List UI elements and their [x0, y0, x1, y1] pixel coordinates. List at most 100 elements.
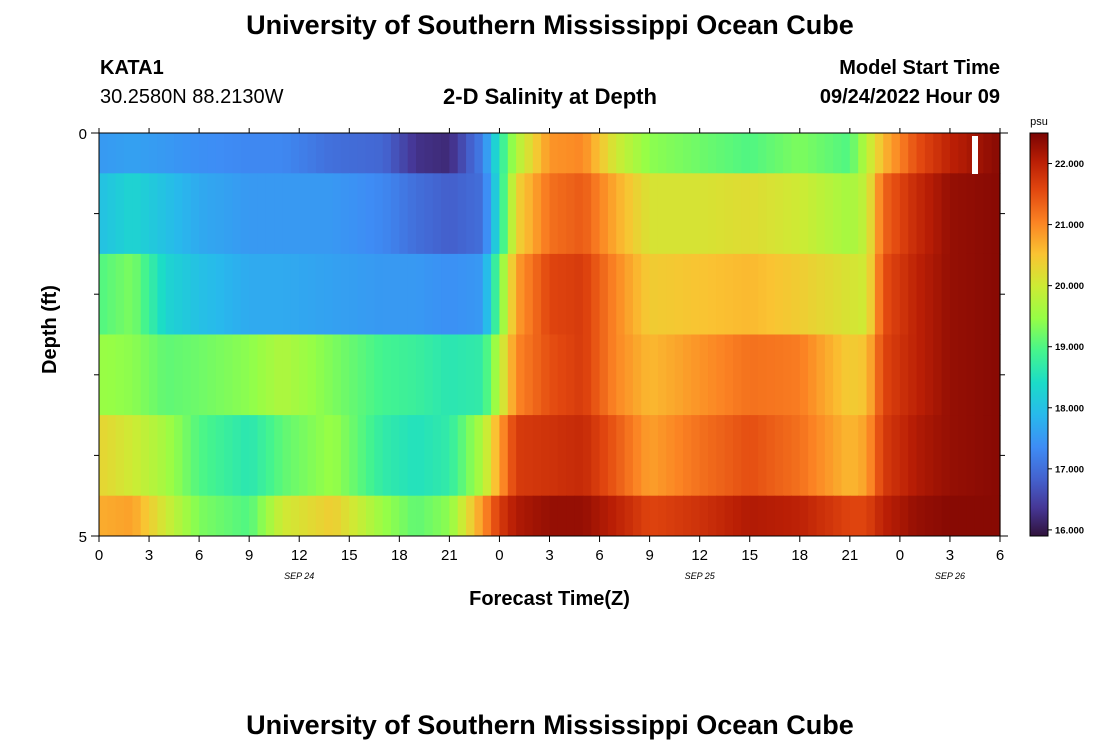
heatmap-cell	[566, 253, 576, 335]
heatmap-cell	[424, 133, 434, 174]
heatmap-cell	[849, 173, 859, 255]
heatmap-cell	[924, 334, 934, 416]
heatmap-cell	[916, 173, 926, 255]
heatmap-cell	[499, 133, 509, 174]
heatmap-cell	[491, 495, 501, 537]
heatmap-cell	[983, 334, 993, 416]
heatmap-cell	[457, 334, 467, 416]
heatmap-cell	[149, 334, 158, 416]
heatmap-cell	[182, 415, 192, 497]
heatmap-cell	[891, 495, 901, 537]
heatmap-cell	[774, 334, 784, 416]
heatmap-cell	[566, 495, 576, 537]
x-tick-label: 12	[291, 547, 308, 564]
heatmap-cell	[365, 253, 375, 335]
heatmap-cell	[657, 334, 667, 416]
heatmap-cell	[282, 173, 292, 255]
heatmap-cell	[607, 173, 617, 255]
heatmap-cell	[349, 133, 359, 174]
heatmap-cell	[691, 253, 701, 335]
heatmap-cell	[282, 133, 292, 174]
heatmap-cell	[99, 334, 108, 416]
heatmap-cell	[966, 415, 976, 497]
heatmap-cell	[749, 334, 759, 416]
heatmap-cell	[274, 495, 284, 537]
heatmap-cell	[699, 495, 709, 537]
heatmap-cell	[441, 253, 450, 335]
heatmap-cell	[532, 173, 542, 255]
heatmap-cell	[416, 133, 425, 174]
heatmap-cell	[232, 415, 242, 497]
heatmap-cell	[899, 173, 909, 255]
heatmap-cell	[699, 173, 709, 255]
heatmap-cell	[349, 334, 359, 416]
colorbar-tick-label: 19.000	[1055, 342, 1084, 353]
heatmap-cell	[165, 334, 175, 416]
heatmap-cell	[666, 334, 676, 416]
heatmap-cell	[883, 133, 893, 174]
heatmap-cell	[591, 133, 601, 174]
heatmap-cell	[190, 133, 200, 174]
heatmap-cell	[449, 495, 459, 537]
heatmap-cell	[799, 133, 809, 174]
heatmap-cell	[374, 495, 384, 537]
heatmap-cell	[157, 495, 167, 537]
heatmap-cell	[441, 173, 450, 255]
heatmap-cell	[691, 334, 701, 416]
heatmap-cell	[833, 495, 843, 537]
heatmap-cell	[941, 495, 951, 537]
heatmap-cell	[866, 253, 876, 335]
heatmap-cell	[841, 415, 851, 497]
heatmap-cell	[340, 495, 350, 537]
heatmap-cell	[549, 173, 559, 255]
heatmap-cell	[849, 334, 859, 416]
heatmap-cell	[240, 133, 250, 174]
heatmap-cell	[507, 334, 517, 416]
heatmap-cell	[290, 415, 300, 497]
heatmap-cell	[390, 415, 400, 497]
heatmap-cell	[849, 253, 859, 335]
heatmap-cell	[791, 173, 801, 255]
heatmap-cell	[616, 173, 626, 255]
heatmap-cell	[783, 334, 793, 416]
heatmap-cell	[124, 495, 133, 537]
colorbar-tick-label: 17.000	[1055, 464, 1084, 475]
heatmap-cell	[791, 334, 801, 416]
heatmap-cell	[833, 415, 843, 497]
heatmap-cell	[324, 173, 334, 255]
heatmap-cell	[507, 415, 517, 497]
heatmap-cell	[582, 495, 592, 537]
heatmap-cell	[624, 334, 634, 416]
heatmap-cell	[199, 173, 209, 255]
heatmap-cell	[824, 253, 834, 335]
x-tick-label: 21	[441, 547, 458, 564]
heatmap-cell	[365, 173, 375, 255]
heatmap-cell	[858, 495, 868, 537]
heatmap-cell	[157, 253, 167, 335]
y-axis-label: Depth (ft)	[39, 285, 61, 374]
heatmap-cell	[958, 415, 968, 497]
heatmap-cell	[491, 415, 501, 497]
heatmap-cell	[774, 133, 784, 174]
heatmap-cell	[666, 253, 676, 335]
heatmap-cell	[849, 495, 859, 537]
heatmap-cell	[499, 334, 509, 416]
heatmap-cell	[949, 173, 959, 255]
x-tick-label: 18	[791, 547, 808, 564]
heatmap-cell	[274, 173, 284, 255]
heatmap-cell	[657, 253, 667, 335]
heatmap-cell	[215, 334, 225, 416]
heatmap-cell	[724, 334, 734, 416]
heatmap-cell	[149, 173, 158, 255]
heatmap-cell	[783, 253, 793, 335]
heatmap-cell	[958, 173, 968, 255]
heatmap-cell	[991, 173, 1001, 255]
heatmap-cell	[991, 133, 1001, 174]
heatmap-cell	[232, 173, 242, 255]
heatmap-cell	[466, 495, 476, 537]
heatmap-cell	[416, 334, 425, 416]
heatmap-cell	[290, 495, 300, 537]
heatmap-cell	[941, 415, 951, 497]
heatmap-cell	[449, 415, 459, 497]
x-tick-label: 3	[545, 547, 553, 564]
